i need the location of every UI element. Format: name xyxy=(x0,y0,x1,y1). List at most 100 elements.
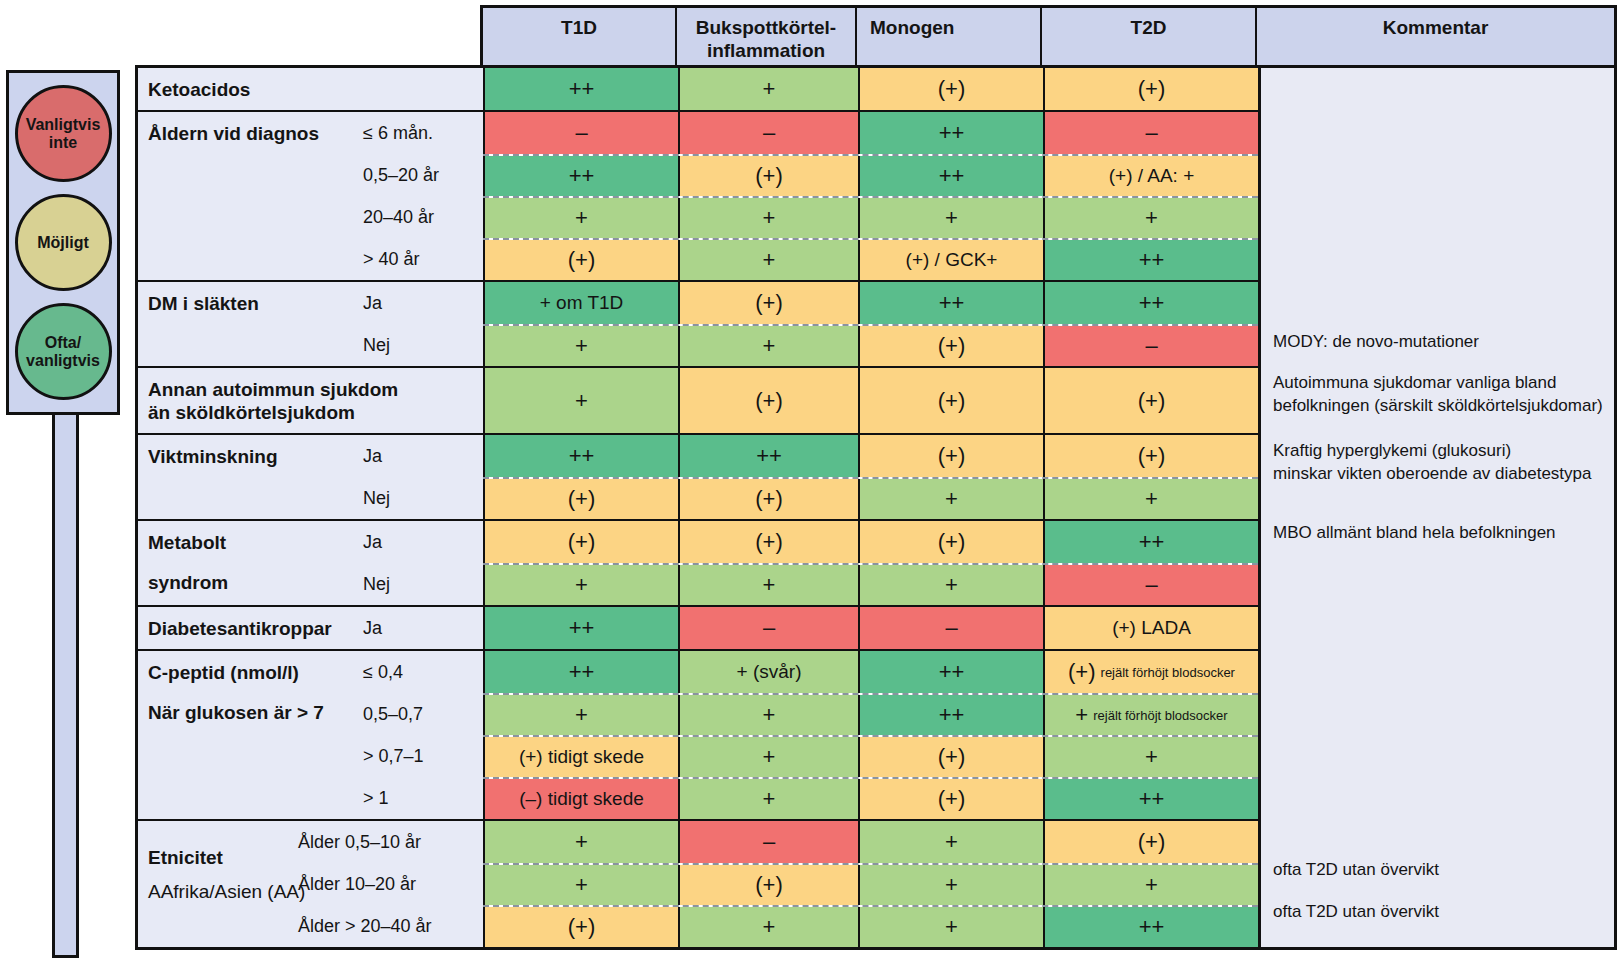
value-cell: – xyxy=(678,607,858,649)
value-cell: + xyxy=(483,695,678,735)
value-cell: + xyxy=(678,240,858,280)
value-cell: + om T1D xyxy=(483,282,678,324)
row-sublabel: Ja xyxy=(363,435,382,477)
cell-value: ++ xyxy=(1139,529,1165,555)
value-cell: (+) xyxy=(678,368,858,433)
cell-value: + xyxy=(763,744,776,770)
column-header-t2d: T2D xyxy=(1040,5,1255,65)
cell-value: (+) tidigt skede xyxy=(519,746,644,768)
value-cell: + xyxy=(483,368,678,433)
cell-value: ++ xyxy=(1139,786,1165,812)
row-group: Etnicitet AAfrika/Asien (AA)Ålder 0,5–10… xyxy=(138,819,1258,947)
cell-value: + xyxy=(945,205,958,231)
group-label-cell: Etnicitet AAfrika/Asien (AA)Ålder 0,5–10… xyxy=(138,821,483,947)
cell-note: rejält förhöjt blodsocker xyxy=(1101,665,1235,680)
row-group: ViktminskningJaNej++++(+)(+)(+)(+)++ xyxy=(138,433,1258,519)
value-cell: (+) tidigt skede xyxy=(483,737,678,777)
cell-value: ++ xyxy=(1139,914,1165,940)
cell-value: – xyxy=(1145,333,1157,359)
cell-value: + xyxy=(945,486,958,512)
cell-value: (+) xyxy=(568,529,596,555)
value-cell: ++ xyxy=(483,607,678,649)
row-sublabel: 20–40 år xyxy=(363,196,434,238)
value-row: ++––(+) LADA xyxy=(483,607,1258,649)
cell-value: + xyxy=(763,914,776,940)
value-row: ++ ++ (+) (+) xyxy=(483,435,1258,477)
value-row: +++(+)(+) xyxy=(483,68,1258,110)
value-cell: (–) tidigt skede xyxy=(483,779,678,819)
value-row: +(+)(+)(+) xyxy=(483,368,1258,433)
row-sublabel: Nej xyxy=(363,477,390,519)
value-cell: ++ xyxy=(1043,521,1258,563)
value-row: (+) (+) + + xyxy=(483,477,1258,519)
cell-value: (+) xyxy=(938,388,966,414)
value-cell: ++ xyxy=(483,651,678,693)
row-group: Metabolt syndromJaNej(+)(+)(+)+++++– xyxy=(138,519,1258,605)
comment-text: ofta T2D utan övervikt xyxy=(1273,858,1608,881)
value-cell: + xyxy=(483,326,678,366)
row-sublabel: Nej xyxy=(363,324,390,366)
cell-value: + xyxy=(1145,486,1158,512)
cell-value: + xyxy=(575,205,588,231)
cell-value: ++ xyxy=(569,163,595,189)
value-cell: (+) xyxy=(858,521,1043,563)
row-group: Ketoacidos+++(+)(+) xyxy=(138,68,1258,110)
comment-text: MBO allmänt bland hela befolkningen xyxy=(1273,521,1608,544)
value-row: + om T1D(+)++++ xyxy=(483,282,1258,324)
value-cell: (+) xyxy=(678,521,858,563)
group-rows: +(+)(+)(+) xyxy=(483,368,1258,433)
comment-text: Kraftig hyperglykemi (glukosuri) minskar… xyxy=(1273,439,1608,485)
value-cell: ++ xyxy=(483,435,678,477)
cell-value: + xyxy=(575,702,588,728)
group-label-cell: C-peptid (nmol/l) När glukosen är > 7≤ 0… xyxy=(138,651,483,819)
value-cell: (+) xyxy=(858,68,1043,110)
cell-value: + (svår) xyxy=(737,661,802,683)
cell-value: (–) tidigt skede xyxy=(519,788,644,810)
value-cell: + xyxy=(483,865,678,905)
value-cell: + xyxy=(678,326,858,366)
cell-value: ++ xyxy=(569,659,595,685)
value-cell: (+) xyxy=(483,907,678,947)
row-sublabel: Ålder 0,5–10 år xyxy=(298,821,421,863)
group-label-cell: Metabolt syndromJaNej xyxy=(138,521,483,605)
value-cell: ++ xyxy=(483,68,678,110)
cell-value: + xyxy=(763,333,776,359)
cell-value: (+) xyxy=(755,163,783,189)
value-cell: (+) xyxy=(858,326,1043,366)
cell-value: (+) xyxy=(938,786,966,812)
group-label: DM i släkten xyxy=(148,282,259,324)
cell-value: (+) xyxy=(568,486,596,512)
cell-value: (+) xyxy=(938,744,966,770)
value-cell: ++ xyxy=(483,156,678,196)
row-sublabel: Ålder > 20–40 år xyxy=(298,905,432,947)
cell-value: ++ xyxy=(756,443,782,469)
value-cell: ++ xyxy=(858,112,1043,154)
row-sublabel: Nej xyxy=(363,563,390,605)
value-cell: + xyxy=(678,779,858,819)
cell-note: rejält förhöjt blodsocker xyxy=(1093,708,1227,723)
cell-value: + xyxy=(575,388,588,414)
group-label-cell: DM i släktenJaNej xyxy=(138,282,483,366)
value-row: ––++– xyxy=(483,112,1258,154)
value-cell: + xyxy=(483,198,678,238)
row-sublabel: > 40 år xyxy=(363,238,420,280)
value-cell: (+) / AA: + xyxy=(1043,156,1258,196)
value-cell: + xyxy=(678,695,858,735)
column-header-comment: Kommentar xyxy=(1255,5,1617,65)
group-label-cell: ViktminskningJaNej xyxy=(138,435,483,519)
group-rows: (+)(+)(+)+++++– xyxy=(483,521,1258,605)
value-cell: – xyxy=(1043,326,1258,366)
cell-value: (+) xyxy=(938,443,966,469)
traffic-light-legend: Vanligtvis inte Möjligt Ofta/ vanligtvis xyxy=(6,70,120,415)
value-cell: (+) xyxy=(678,156,858,196)
value-row: (+)(+)(+)++ xyxy=(483,521,1258,563)
value-cell: (+) xyxy=(483,479,678,519)
value-cell: (+) xyxy=(678,479,858,519)
value-cell: – xyxy=(858,607,1043,649)
value-cell: (+) LADA xyxy=(1043,607,1258,649)
group-label: Åldern vid diagnos xyxy=(148,112,319,154)
cell-value: (+) xyxy=(1138,443,1166,469)
cell-value: (+) xyxy=(1138,76,1166,102)
row-sublabel: 0,5–0,7 xyxy=(363,693,423,735)
group-rows: ++++(+)(+)(+)(+)++ xyxy=(483,435,1258,519)
